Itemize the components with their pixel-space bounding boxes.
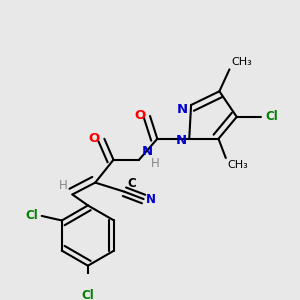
Text: N: N [142, 145, 153, 158]
Text: O: O [134, 110, 146, 122]
Text: N: N [176, 134, 187, 147]
Text: N: N [177, 103, 188, 116]
Text: CH₃: CH₃ [228, 160, 248, 170]
Text: N: N [146, 193, 156, 206]
Text: H: H [151, 157, 160, 170]
Text: Cl: Cl [25, 209, 38, 222]
Text: Cl: Cl [82, 290, 94, 300]
Text: H: H [59, 179, 68, 192]
Text: Cl: Cl [265, 110, 278, 123]
Text: CH₃: CH₃ [231, 57, 252, 67]
Text: O: O [88, 132, 100, 145]
Text: C: C [127, 177, 136, 190]
